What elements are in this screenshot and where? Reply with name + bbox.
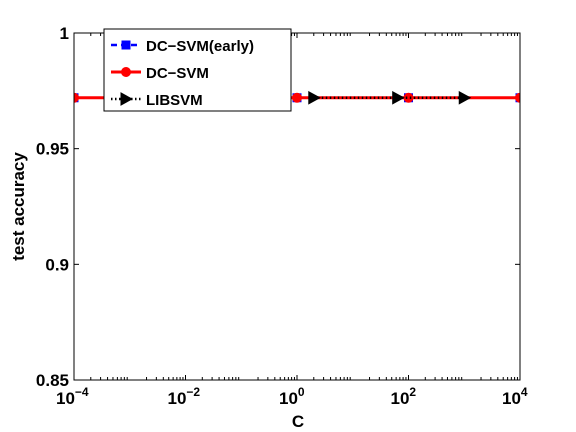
data-point-marker	[308, 90, 321, 105]
x-tick-label: 10−4	[56, 385, 89, 408]
series-2	[308, 90, 472, 105]
data-point-marker	[74, 92, 79, 103]
y-tick-label: 1	[60, 24, 69, 43]
x-axis-label: C	[292, 412, 304, 431]
x-tick-base: 10	[502, 389, 521, 408]
y-tick-label: 0.9	[45, 255, 69, 274]
data-point-marker	[403, 92, 414, 103]
x-tick-base: 10	[168, 389, 187, 408]
legend-label: DC−SVM	[146, 65, 209, 82]
y-tick-label: 0.85	[36, 371, 69, 390]
data-point-marker	[458, 90, 472, 105]
legend-marker	[120, 92, 134, 106]
legend-box	[103, 28, 292, 112]
legend-item: DC−SVM(early)	[111, 38, 254, 55]
x-tick-label: 102	[391, 385, 417, 408]
x-tick-base: 10	[279, 389, 298, 408]
legend: DC−SVM(early) DC−SVM LIBSVM	[103, 28, 292, 112]
legend-marker	[121, 40, 131, 50]
data-point-marker	[392, 90, 405, 105]
legend-label: LIBSVM	[146, 92, 203, 109]
x-tick-base: 10	[56, 389, 75, 408]
legend-item: LIBSVM	[111, 92, 203, 109]
x-tick-exponent: −2	[186, 385, 200, 399]
data-point-marker	[515, 92, 520, 103]
x-tick-exponent: 4	[521, 385, 528, 399]
legend-label: DC−SVM(early)	[146, 38, 254, 55]
x-tick-exponent: 2	[409, 385, 416, 399]
legend-item: DC−SVM	[111, 65, 209, 82]
data-point-marker	[292, 92, 302, 103]
x-tick-label: 100	[279, 385, 305, 408]
legend-marker	[121, 67, 131, 77]
x-tick-base: 10	[391, 389, 410, 408]
y-axis-label: test accuracy	[9, 152, 28, 261]
x-tick-label: 10−2	[168, 385, 201, 408]
x-tick-label: 104	[502, 385, 528, 408]
x-tick-exponent: 0	[298, 385, 305, 399]
y-tick-label: 0.95	[36, 140, 69, 159]
x-tick-exponent: −4	[75, 385, 89, 399]
